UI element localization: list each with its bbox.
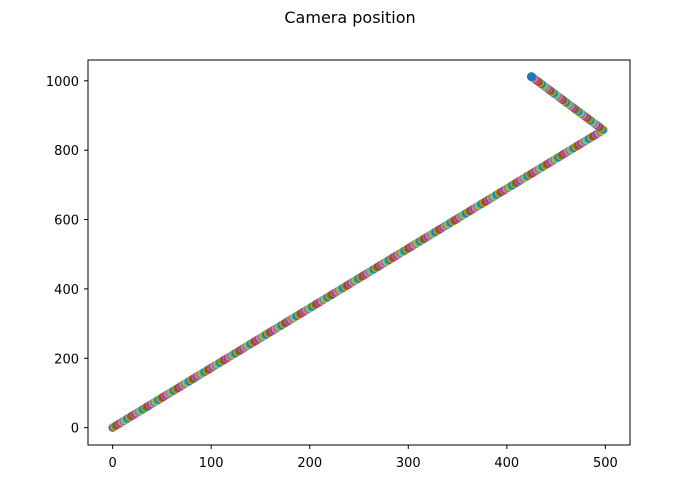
data-point <box>526 72 536 82</box>
y-tick-label: 200 <box>54 352 79 367</box>
x-tick-label: 100 <box>199 456 224 471</box>
x-tick-label: 300 <box>396 456 421 471</box>
y-tick-label: 400 <box>54 283 79 298</box>
x-tick-label: 200 <box>297 456 322 471</box>
x-tick-label: 500 <box>593 456 618 471</box>
y-tick-label: 1000 <box>46 75 79 90</box>
x-axis: 0 100 200 300 400 500 <box>108 445 618 471</box>
y-axis: 0 200 400 600 800 1000 <box>46 75 88 437</box>
chart-title: Camera position <box>284 8 415 27</box>
x-tick-label: 0 <box>108 456 116 471</box>
x-tick-label: 400 <box>494 456 519 471</box>
y-tick-label: 600 <box>54 214 79 229</box>
axes-frame <box>87 59 631 446</box>
points-layer <box>108 72 608 432</box>
y-tick-label: 800 <box>54 144 79 159</box>
y-tick-label: 0 <box>71 422 79 437</box>
